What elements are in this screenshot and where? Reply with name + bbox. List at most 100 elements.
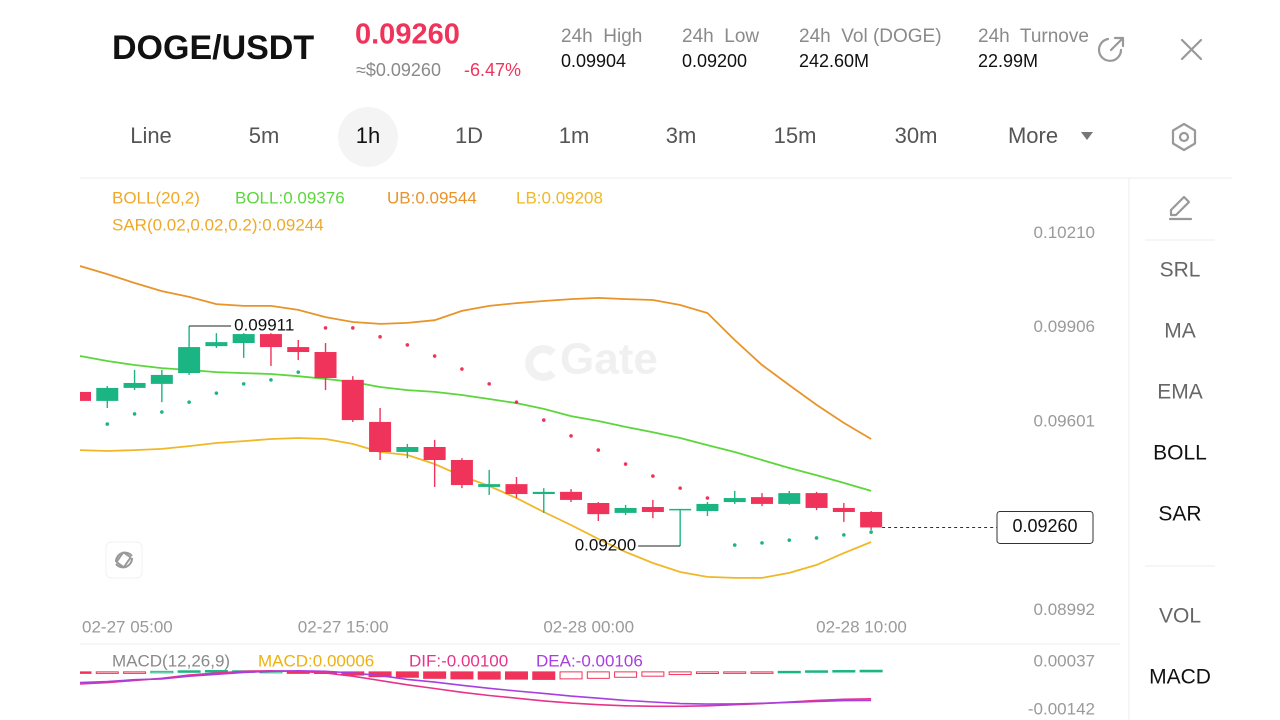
sar-dot [187,400,191,404]
close-button[interactable] [1180,38,1203,61]
sar-dot [705,496,710,500]
candle-body [259,334,282,348]
macd-bar [95,671,119,674]
sar-dot [432,354,437,358]
low-label: 0.09200 [575,535,636,554]
sar-dot [678,486,682,490]
indicator-tool[interactable]: BOLL [1153,442,1207,465]
candle-body [369,421,392,452]
indicator-tool[interactable]: MACD [1149,666,1211,689]
candle-body [96,387,119,401]
macd-bar [423,671,447,679]
share-button[interactable] [1097,36,1125,62]
stat-label: 24h Turnover [978,26,1096,47]
macd-bar [777,670,801,674]
sar-dot [596,448,601,452]
x-tick-label: 02-27 15:00 [298,617,389,636]
tab[interactable]: Line [130,123,172,148]
legend-entry: LB:0.09208 [516,188,603,207]
tab[interactable]: 15m [774,123,817,148]
macd-bar [723,671,747,674]
stat-value: 0.09200 [682,51,747,71]
draw-tool[interactable] [1168,195,1193,221]
legend-entry: MACD:0.00006 [258,651,374,670]
stats: 24h High 0.09904 24h Low 0.09200 24h Vol… [561,26,1096,71]
sar-dot [351,326,355,330]
sar-dot [323,326,328,330]
indicator-label: BOLL(20,2) [112,188,200,207]
legend-entry: BOLL:0.09376 [235,188,345,207]
pair-title: DOGE/USDT [112,29,314,67]
macd-chart: MACD(12,26,9) MACD:0.00006 DIF:-0.00100 DEA… [80,651,1095,719]
settings-button[interactable] [1171,122,1197,152]
indicator-tool[interactable]: SRL [1160,259,1201,282]
sar-dot [214,391,219,395]
candle-body [396,447,419,452]
last-price: 0.09260 [355,19,460,51]
stat-label: 24h High [561,26,642,47]
tab[interactable]: 1h [356,123,380,148]
stat-value: 22.99M [978,51,1038,71]
sar-dot [405,343,410,347]
x-tick-label: 02-28 00:00 [543,617,634,636]
price-change: -6.47% [464,60,521,80]
tab[interactable]: More [1008,123,1058,148]
macd-bar [123,671,147,674]
macd-bar [668,671,692,676]
legend-entry: DEA:-0.00106 [536,651,643,670]
sar-dot [378,335,382,339]
candle-body [641,507,664,512]
candle-body [232,334,255,344]
sar-dot [241,382,246,386]
candle-body [287,347,310,353]
indicator-tool[interactable]: MA [1164,320,1196,343]
indicator-line [80,355,872,492]
tab[interactable]: 1D [455,123,483,148]
candle-body [696,503,719,512]
price-tag-box [996,510,1094,544]
tab[interactable]: 5m [249,123,280,148]
sar-dot [869,530,873,534]
legend-entry: UB:0.09544 [387,188,477,207]
indicator-tool[interactable]: VOL [1159,605,1201,628]
indicator-tools: SRL MA EMA BOLL SAR VOL MACD [1149,259,1211,689]
x-tick-label: 02-28 10:00 [816,617,907,636]
sar-dot [569,434,573,438]
x-tick-label: 02-27 05:00 [82,617,173,636]
legend-entry: DIF:-0.00100 [409,651,508,670]
macd-bar [177,670,201,673]
sar-dot [269,378,273,382]
y-tick-label: 0.08992 [1034,600,1095,619]
tab[interactable]: 3m [666,123,697,148]
indicator-tool[interactable]: EMA [1157,381,1203,404]
indicator-tool[interactable]: SAR [1158,503,1201,526]
tab-highlight [338,107,398,167]
macd-bar [532,671,556,680]
sar-dot [651,474,655,478]
candle-body [80,391,91,401]
plot-area [80,265,883,579]
macd-bar [832,670,856,673]
stat-label: 24h Low [682,26,759,47]
sar-dot [296,370,301,374]
tab[interactable]: 30m [895,123,938,148]
candle-body [450,459,473,486]
rotate-button[interactable] [105,541,143,579]
approx-price: ≈$0.09260 [356,60,441,80]
sar-dot [623,462,628,466]
candle-body [314,352,337,379]
candle-body [478,484,501,487]
legend-entry: SAR(0.02,0.02,0.2):0.09244 [112,215,324,234]
tab[interactable]: 1m [559,123,590,148]
candle-body [723,498,746,503]
candle-body [532,491,555,495]
macd-line [80,669,872,705]
candle-body [832,507,855,512]
macd-title: MACD(12,26,9) [112,651,230,670]
watermark [525,345,556,381]
sar-dot [160,410,164,414]
macd-bar [504,671,528,680]
y-tick-label: 0.10210 [1034,223,1095,242]
candle-body [423,447,446,460]
